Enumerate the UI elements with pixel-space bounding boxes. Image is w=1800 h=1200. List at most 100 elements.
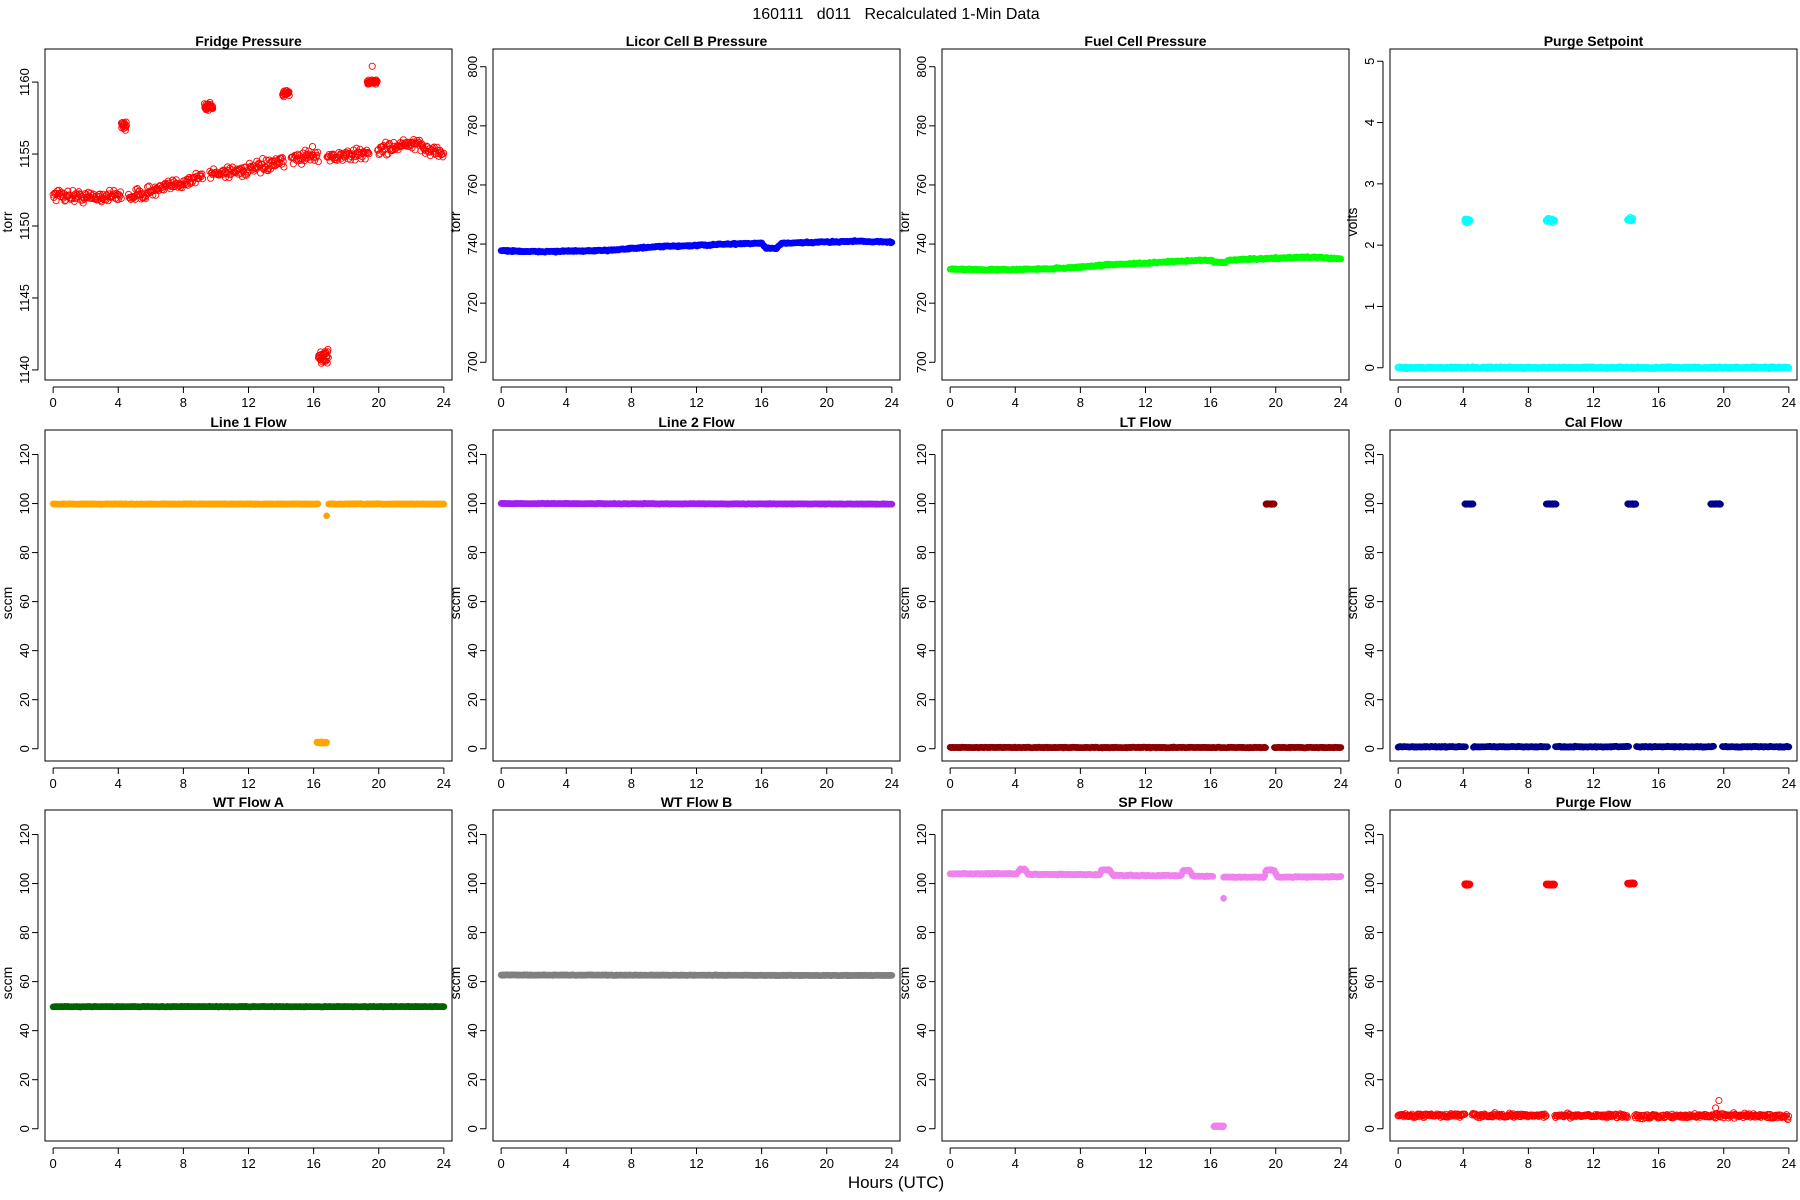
panel-title: Fridge Pressure bbox=[195, 33, 302, 49]
x-tick-label: 4 bbox=[1460, 776, 1467, 791]
data-point bbox=[382, 151, 391, 159]
x-axis: 0 4 8 12 16 20 24 bbox=[50, 767, 451, 791]
x-tick-label: 24 bbox=[437, 395, 451, 410]
data-point bbox=[368, 62, 376, 70]
x-tick-label: 12 bbox=[689, 395, 703, 410]
data-points bbox=[497, 499, 896, 508]
y-tick-label: 1155 bbox=[17, 140, 32, 168]
y-tick-label: 760 bbox=[465, 174, 480, 196]
x-tick-label: 16 bbox=[754, 395, 768, 410]
data-point bbox=[144, 183, 152, 191]
x-tick-label: 24 bbox=[1334, 776, 1348, 791]
y-axis-label: sccm bbox=[1344, 587, 1360, 620]
x-tick-label: 24 bbox=[1782, 395, 1796, 410]
y-tick-label: 780 bbox=[914, 115, 929, 137]
data-points bbox=[946, 865, 1345, 1131]
y-tick-label: 60 bbox=[914, 594, 929, 608]
data-point bbox=[256, 169, 265, 177]
data-point bbox=[223, 170, 231, 178]
y-tick-label: 20 bbox=[914, 692, 929, 706]
panel-title: WT Flow B bbox=[661, 794, 733, 810]
y-tick-label: 80 bbox=[1362, 545, 1377, 559]
y-tick-label: 80 bbox=[17, 545, 32, 559]
data-point bbox=[439, 153, 447, 161]
x-tick-label: 8 bbox=[180, 1156, 187, 1171]
x-tick-label: 4 bbox=[115, 395, 122, 410]
y-tick-label: 100 bbox=[465, 493, 480, 515]
y-tick-label: 0 bbox=[1362, 364, 1377, 371]
y-axis-label: torr bbox=[896, 211, 912, 232]
x-tick-label: 24 bbox=[437, 776, 451, 791]
data-point bbox=[314, 500, 322, 508]
x-tick-label: 12 bbox=[1138, 776, 1152, 791]
data-point bbox=[259, 165, 267, 173]
data-point bbox=[1270, 500, 1278, 508]
data-point bbox=[1632, 500, 1640, 508]
x-tick-label: 4 bbox=[1012, 1156, 1019, 1171]
data-point bbox=[79, 199, 87, 207]
x-axis: 0 4 8 12 16 20 24 bbox=[947, 386, 1348, 410]
data-point bbox=[1785, 364, 1793, 372]
y-tick-label: 80 bbox=[914, 925, 929, 939]
data-point bbox=[365, 150, 373, 158]
y-tick-label: 0 bbox=[914, 1125, 929, 1132]
x-tick-label: 12 bbox=[1586, 776, 1600, 791]
data-point bbox=[415, 136, 423, 144]
y-tick-label: 5 bbox=[1362, 58, 1377, 65]
data-point bbox=[385, 140, 393, 148]
x-tick-label: 4 bbox=[563, 395, 570, 410]
x-tick-label: 8 bbox=[1525, 395, 1532, 410]
y-tick-label: 20 bbox=[914, 1072, 929, 1086]
data-point bbox=[1469, 500, 1477, 508]
x-axis: 0 4 8 12 16 20 24 bbox=[498, 1147, 899, 1171]
y-tick-label: 700 bbox=[465, 351, 480, 373]
y-tick-label: 120 bbox=[465, 824, 480, 846]
y-tick-label: 1145 bbox=[17, 284, 32, 312]
data-point bbox=[1785, 743, 1793, 751]
data-point bbox=[324, 345, 332, 353]
x-tick-label: 20 bbox=[1269, 776, 1283, 791]
data-point bbox=[199, 175, 207, 183]
data-point bbox=[314, 148, 322, 156]
y-tick-label: 720 bbox=[914, 292, 929, 314]
x-tick-label: 24 bbox=[885, 1156, 899, 1171]
y-tick-label: 60 bbox=[1362, 594, 1377, 608]
data-points bbox=[946, 500, 1345, 752]
y-tick-label: 2 bbox=[1362, 242, 1377, 249]
x-tick-label: 12 bbox=[689, 776, 703, 791]
data-point bbox=[1552, 500, 1560, 508]
x-tick-label: 4 bbox=[115, 1156, 122, 1171]
x-axis: 0 4 8 12 16 20 24 bbox=[947, 767, 1348, 791]
y-axis-label: sccm bbox=[447, 587, 463, 620]
data-point bbox=[1462, 743, 1469, 751]
panel-title: Purge Setpoint bbox=[1544, 33, 1644, 49]
data-point bbox=[111, 191, 119, 199]
y-tick-label: 40 bbox=[914, 1023, 929, 1037]
y-tick-label: 100 bbox=[465, 873, 480, 895]
x-tick-label: 4 bbox=[563, 1156, 570, 1171]
y-tick-label: 40 bbox=[17, 1023, 32, 1037]
x-tick-label: 0 bbox=[50, 395, 57, 410]
data-point bbox=[364, 148, 372, 156]
panel-title: Cal Flow bbox=[1565, 414, 1623, 430]
data-point bbox=[1337, 744, 1345, 751]
data-point bbox=[209, 104, 217, 113]
y-tick-label: 100 bbox=[17, 873, 32, 895]
x-tick-label: 4 bbox=[1012, 776, 1019, 791]
data-points bbox=[49, 500, 448, 747]
data-point bbox=[1550, 216, 1558, 224]
x-tick-label: 16 bbox=[1203, 395, 1217, 410]
data-point bbox=[188, 178, 196, 186]
y-tick-label: 0 bbox=[914, 745, 929, 752]
y-axis-label: sccm bbox=[896, 967, 912, 1000]
y-tick-label: 4 bbox=[1362, 119, 1377, 126]
data-point bbox=[133, 185, 141, 193]
data-point bbox=[208, 102, 216, 110]
